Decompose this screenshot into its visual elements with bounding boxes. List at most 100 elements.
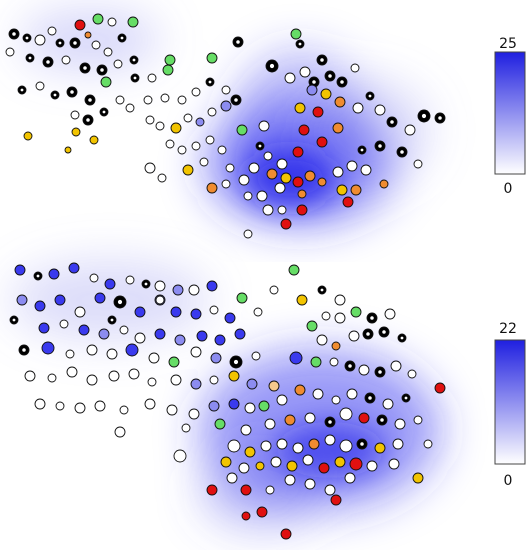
panel-2-point-core <box>12 318 16 322</box>
panel-2-point-blue <box>125 343 139 357</box>
panel-2-point-red <box>256 506 268 518</box>
panel-1-point-white <box>183 113 193 123</box>
panel-1-point-white <box>143 95 153 105</box>
panel-2-point-blue <box>196 330 208 342</box>
panel-1-point-white <box>115 95 125 105</box>
panel-2-point-core <box>382 330 386 334</box>
panel-2-point-core <box>328 420 332 424</box>
panel-2-point-white <box>253 307 263 317</box>
panel-2-point-white <box>334 294 346 306</box>
panel-2-point-light_blue <box>210 352 222 364</box>
panel-2-point-red <box>318 462 330 474</box>
panel-2-point-yellow <box>255 461 265 471</box>
panel-2-point-blue <box>228 398 240 410</box>
panel-2-point-blue <box>224 312 236 324</box>
panel-2-point-white <box>390 360 402 372</box>
panel-2-point-white <box>407 369 417 379</box>
panel-1-point-white <box>332 166 344 178</box>
panel-2-point-orange <box>331 341 341 351</box>
panel-1-point-white <box>107 17 117 27</box>
panel-1-point-core <box>320 58 324 62</box>
panel-1-point-red <box>74 19 86 31</box>
panel-1-point-white <box>248 162 260 174</box>
panel-2-point-light_blue <box>172 284 184 296</box>
panel-1-point-core <box>269 63 275 69</box>
panel-1-point-core <box>340 80 344 84</box>
panel-1-point-light_blue <box>306 84 318 96</box>
panel-2-point-white <box>276 394 288 406</box>
panel-1-point-white <box>34 34 46 46</box>
panel-1-point-green <box>236 124 248 136</box>
panel-2-point-yellow <box>374 442 386 454</box>
colorbar-2: 22 0 <box>494 321 526 489</box>
panel-1-point-core <box>86 118 90 122</box>
panel-1-point-white <box>243 229 253 239</box>
panel-1-point-light_blue <box>195 117 205 127</box>
panel-2-point-light_blue <box>246 378 258 390</box>
panel-2-point-core <box>117 299 123 305</box>
panel-2-point-yellow <box>286 460 298 472</box>
panel-2-point-white <box>339 407 353 421</box>
panel-1-point-white <box>258 120 270 132</box>
panel-2-point-white <box>155 295 165 305</box>
panel-2-point-blue <box>154 328 166 340</box>
panel-2-point-white <box>413 415 423 425</box>
panel-1-point-white <box>113 59 123 69</box>
panel-2-point-white <box>276 438 288 450</box>
panel-1-point-red <box>292 146 304 158</box>
panel-2-point-white <box>114 426 126 438</box>
panel-2-point-white <box>128 368 140 380</box>
panel-1-point-white <box>284 72 296 84</box>
panel-1-point-green <box>290 28 302 40</box>
colorbar-1-gradient <box>494 51 526 175</box>
panel-1-point-white <box>374 104 386 116</box>
panel-1-point-core <box>12 32 16 36</box>
panel-2-point-core <box>404 396 408 400</box>
panel-1-point-orange <box>266 168 278 180</box>
panel-2-point-white <box>34 398 46 410</box>
panel-1-point-core <box>20 88 24 92</box>
panel-1-point-white <box>205 135 215 145</box>
panel-2-point-white <box>144 398 156 410</box>
panel-1-point-orange <box>206 182 218 194</box>
panel-2-point-white <box>74 402 86 414</box>
panel-2-point-white <box>173 449 187 463</box>
panel-1-point-core <box>328 74 332 78</box>
panel-2-point-white <box>423 439 433 449</box>
panel-2-point-white <box>106 348 118 360</box>
panel-2-point-core <box>400 336 404 340</box>
panel-2-point-yellow <box>244 446 256 458</box>
panel-1-point-white <box>103 47 113 57</box>
panel-1-point-core <box>132 58 136 62</box>
panel-1-point-core <box>133 76 137 80</box>
panel-1-point-white <box>243 191 253 201</box>
panel-2-point-blue <box>38 322 50 334</box>
panel-2-point-white <box>321 311 331 321</box>
panel-2-point-white <box>324 484 336 496</box>
panel-2-point-blue <box>41 341 55 355</box>
panel-2-point-white <box>188 408 200 420</box>
panel-2-point-light_blue <box>208 400 220 412</box>
panel-1-point-orange <box>297 189 307 199</box>
panel-2-point-white <box>339 439 353 453</box>
panel-1-point-white <box>360 164 372 176</box>
panel-1-point-core <box>438 116 442 120</box>
panel-1-point-yellow <box>320 88 332 100</box>
panel-2-point-core <box>348 364 352 368</box>
panel-2-point-orange <box>284 414 296 426</box>
panel-1-point-green <box>100 76 112 88</box>
panel-1 <box>0 2 456 244</box>
panel-2-point-white <box>119 405 129 415</box>
panel-1-point-white <box>5 47 15 57</box>
panel-2-point-white <box>181 423 191 433</box>
colorbar-1: 25 0 <box>494 36 526 197</box>
panel-1-point-core <box>236 40 240 44</box>
panel-2-point-light_blue <box>16 294 28 306</box>
panel-2-point-core <box>370 316 374 320</box>
panel-1-point-white <box>413 159 423 169</box>
panel-1-point-core <box>73 41 77 45</box>
panel-2-point-core <box>380 418 384 422</box>
panel-1-point-white <box>238 174 250 186</box>
panel-2-point-red <box>206 484 218 496</box>
